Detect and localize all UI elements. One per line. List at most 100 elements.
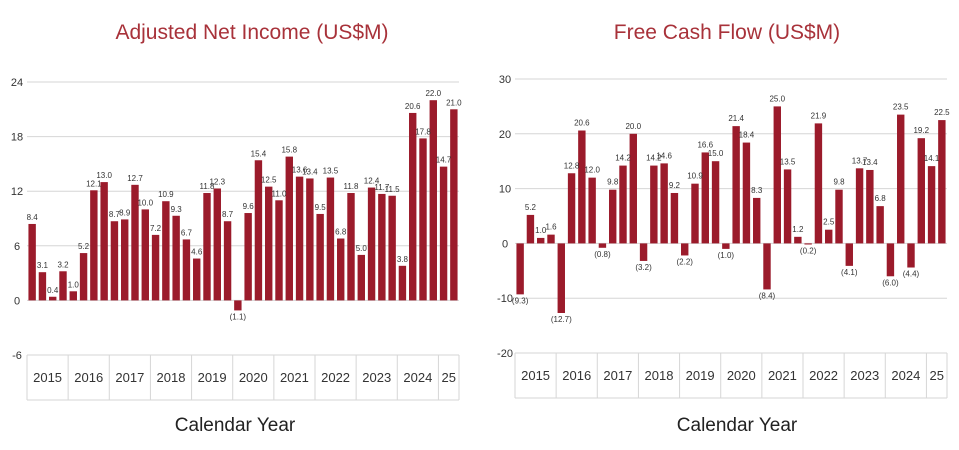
bar	[265, 186, 273, 301]
data-label: 15.0	[708, 149, 724, 158]
data-label: 8.3	[751, 186, 763, 195]
bar	[927, 166, 936, 244]
data-label: 5.0	[356, 244, 368, 253]
bar	[794, 236, 802, 244]
x-category-label: 25	[441, 370, 455, 385]
y-tick-label: 10	[499, 184, 511, 196]
bar	[907, 243, 915, 268]
bars	[516, 106, 946, 313]
data-label: 13.4	[302, 167, 318, 176]
bar	[388, 195, 396, 301]
data-label: 14.1	[924, 154, 940, 163]
x-category-label: 2017	[115, 370, 144, 385]
bar	[938, 120, 946, 244]
data-label: 9.6	[243, 202, 255, 211]
bar	[763, 243, 771, 290]
data-label: 21.0	[446, 98, 462, 107]
bar	[357, 254, 365, 301]
bar	[295, 176, 304, 301]
x-category-label: 2022	[809, 368, 838, 383]
bar	[855, 168, 864, 244]
y-tick-label: 0	[502, 238, 508, 250]
bar	[378, 193, 386, 301]
bar	[742, 142, 751, 244]
bar	[337, 238, 345, 301]
data-label: 11.5	[385, 185, 401, 194]
bar	[547, 234, 555, 244]
data-label: 1.6	[545, 223, 557, 232]
bar	[681, 243, 689, 256]
y-tick-label: -6	[12, 350, 22, 362]
data-label: 14.7	[436, 156, 452, 165]
x-category-label: 2015	[521, 368, 550, 383]
bar	[429, 100, 437, 301]
data-label: 22.5	[934, 108, 950, 117]
bar	[917, 138, 925, 244]
bar	[567, 173, 576, 244]
adjusted-net-income-chart: Adjusted Net Income (US$M) 24 18 12 6 0 -6 8.…	[11, 21, 462, 436]
data-label: 8.7	[109, 210, 121, 219]
y-tick-label: -20	[497, 348, 513, 360]
data-label: 9.8	[607, 178, 619, 187]
bar	[783, 169, 792, 244]
data-label: 12.3	[209, 177, 225, 186]
data-label: 11.8	[344, 182, 360, 191]
data-label: 13.5	[780, 157, 796, 166]
data-label: 10.9	[158, 190, 174, 199]
data-label: 14.2	[646, 154, 662, 163]
bar	[814, 123, 823, 244]
x-category-label: 2019	[198, 370, 227, 385]
x-category-label: 2016	[562, 368, 591, 383]
bar	[79, 253, 88, 301]
x-category-label: 2020	[727, 368, 756, 383]
bar	[516, 243, 524, 295]
x-category-label: 2019	[686, 368, 715, 383]
data-label: 13.0	[96, 171, 112, 180]
data-label: (12.7)	[551, 315, 572, 324]
bar	[609, 189, 617, 244]
x-category-label: 2021	[280, 370, 309, 385]
data-label: 12.4	[364, 177, 380, 186]
bar	[182, 239, 191, 301]
data-label: 15.4	[251, 149, 267, 158]
y-tick-label: 6	[14, 241, 20, 253]
bar	[701, 152, 709, 244]
bar	[619, 165, 627, 244]
data-label: 13.5	[323, 167, 339, 176]
x-axis-categories: 2015 2016 2017 2018 2019 2020 2021 2022 2023 2024…	[514, 353, 948, 399]
y-tick-label: -10	[497, 293, 513, 305]
bar	[121, 219, 129, 301]
data-label: 3.1	[37, 261, 49, 270]
y-axis-ticks: 24 18 12 6 0 -6	[11, 77, 23, 362]
bar	[285, 156, 293, 301]
bar	[598, 243, 607, 248]
bar	[588, 177, 596, 244]
bar	[213, 188, 221, 301]
bar	[151, 234, 160, 301]
data-label: (1.0)	[718, 251, 735, 260]
y-tick-label: 30	[499, 74, 511, 86]
y-tick-label: 12	[11, 186, 23, 198]
data-labels: (9.3) 5.2 1.0 1.6 (12.7) 12.8 20.6 12.0 (0.8) 9.8…	[512, 94, 950, 324]
data-label: 12.1	[86, 179, 102, 188]
data-label: 1.0	[535, 226, 547, 235]
bar	[38, 272, 47, 301]
bar	[100, 182, 108, 301]
data-label: 10.9	[687, 172, 703, 181]
y-axis-ticks: 30 20 10 0 -10 -20	[497, 74, 513, 360]
bar	[306, 178, 314, 301]
x-category-label: 2022	[321, 370, 350, 385]
chart-title: Free Cash Flow (US$M)	[614, 21, 840, 44]
data-label: 18.4	[739, 131, 755, 140]
bar	[162, 201, 170, 301]
data-label: 13.4	[862, 158, 878, 167]
data-label: 11.8	[200, 182, 216, 191]
data-label: 21.4	[728, 114, 744, 123]
data-label: (8.4)	[759, 291, 776, 300]
bar	[650, 165, 658, 244]
bar	[722, 243, 730, 249]
bar	[28, 223, 36, 301]
x-category-label: 2016	[74, 370, 103, 385]
data-label: (0.2)	[800, 246, 817, 255]
